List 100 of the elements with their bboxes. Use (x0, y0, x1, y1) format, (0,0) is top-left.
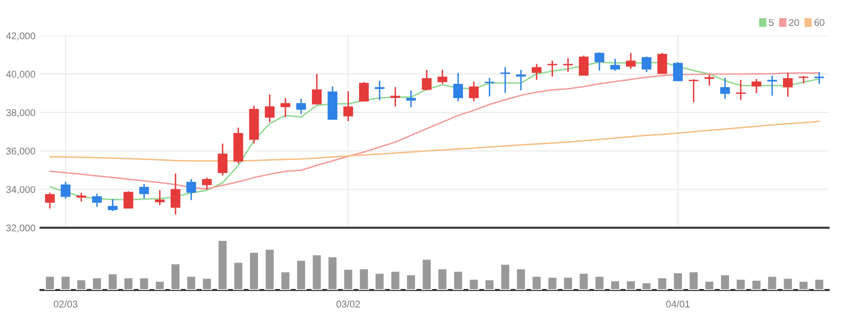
bar (107, 272, 118, 290)
y-tick-label: 38,000 (6, 109, 36, 118)
bar (421, 258, 432, 290)
bar (342, 268, 354, 290)
bar (44, 275, 56, 290)
y-tick-label: 42,000 (6, 32, 36, 40)
bar (610, 280, 621, 290)
bar (76, 278, 87, 290)
bar (92, 276, 102, 290)
bar (578, 272, 590, 290)
candlestick (594, 52, 604, 72)
candlestick (814, 71, 824, 85)
candlestick (736, 79, 746, 101)
candlestick (374, 80, 384, 102)
candlestick (673, 61, 683, 82)
bar (232, 261, 244, 290)
bar (546, 276, 558, 290)
bar (641, 282, 652, 290)
bar (594, 275, 605, 290)
bar (452, 270, 464, 290)
bar (248, 251, 260, 290)
bar (531, 275, 542, 290)
candlestick (202, 176, 212, 190)
candlestick (139, 183, 149, 200)
bar (201, 277, 212, 290)
bar (60, 275, 71, 290)
candlestick (218, 142, 228, 176)
bar (327, 256, 338, 290)
bar (296, 259, 307, 290)
bar (390, 270, 401, 290)
candlestick (532, 63, 542, 81)
candlestick (468, 80, 479, 102)
bar (656, 276, 668, 290)
candlestick (124, 190, 134, 210)
bar (217, 239, 228, 290)
candlestick (657, 52, 668, 75)
bar (186, 275, 197, 290)
y-tick-label: 40,000 (6, 70, 36, 79)
bar (406, 274, 416, 290)
bar (358, 268, 370, 290)
candlestick (782, 72, 793, 98)
candlestick (406, 90, 416, 108)
candlestick (500, 66, 510, 94)
candlestick (60, 181, 70, 200)
bar (782, 277, 794, 290)
candlestick (186, 178, 196, 201)
candlestick (92, 192, 102, 208)
bar (720, 274, 730, 290)
candlestick (642, 56, 652, 73)
bar (735, 278, 746, 290)
candlestick (343, 90, 354, 122)
candlestick (626, 52, 636, 70)
bar (280, 270, 291, 290)
candlestick (154, 190, 165, 206)
candlestick (752, 78, 762, 94)
bar (500, 263, 511, 290)
bar (264, 248, 276, 290)
y-tick-label: 32,000 (6, 224, 36, 233)
legend-label: 60 (814, 19, 824, 26)
candlestick (296, 98, 306, 115)
bar (516, 268, 526, 290)
bar (814, 278, 825, 290)
x-tick-label: 02/03 (54, 300, 78, 308)
bar (138, 276, 150, 290)
candlestick (453, 72, 463, 102)
candlestick (704, 74, 714, 86)
bar (122, 276, 134, 290)
y-tick-label: 36,000 (6, 148, 36, 156)
candlestick (108, 198, 118, 212)
candlestick (45, 192, 55, 210)
bar (688, 270, 700, 290)
candlestick (280, 97, 290, 118)
bar (484, 278, 495, 290)
candlestick (264, 94, 275, 123)
candlestick (359, 81, 369, 102)
candlestick (438, 69, 448, 85)
candlestick (312, 73, 322, 106)
bar (468, 278, 480, 290)
bar (672, 272, 684, 290)
bar (625, 280, 636, 290)
bar (562, 276, 574, 290)
candlestick (422, 69, 432, 92)
bar (170, 262, 181, 290)
x-tick-label: 03/02 (336, 300, 360, 308)
legend-label: 5 (768, 19, 774, 26)
candlestick (578, 54, 589, 76)
bar (374, 272, 386, 290)
bar (766, 275, 778, 290)
y-tick-label: 34,000 (6, 186, 36, 194)
candlestick (390, 86, 400, 108)
bar (751, 279, 762, 290)
legend-label: 20 (789, 19, 800, 26)
x-tick-label: 04/01 (666, 300, 690, 308)
candlestick (170, 172, 180, 216)
candlestick (516, 69, 526, 92)
candlestick (720, 77, 730, 100)
bar (154, 280, 166, 290)
bar (437, 268, 448, 290)
candlestick (610, 58, 620, 72)
bar (311, 254, 322, 290)
